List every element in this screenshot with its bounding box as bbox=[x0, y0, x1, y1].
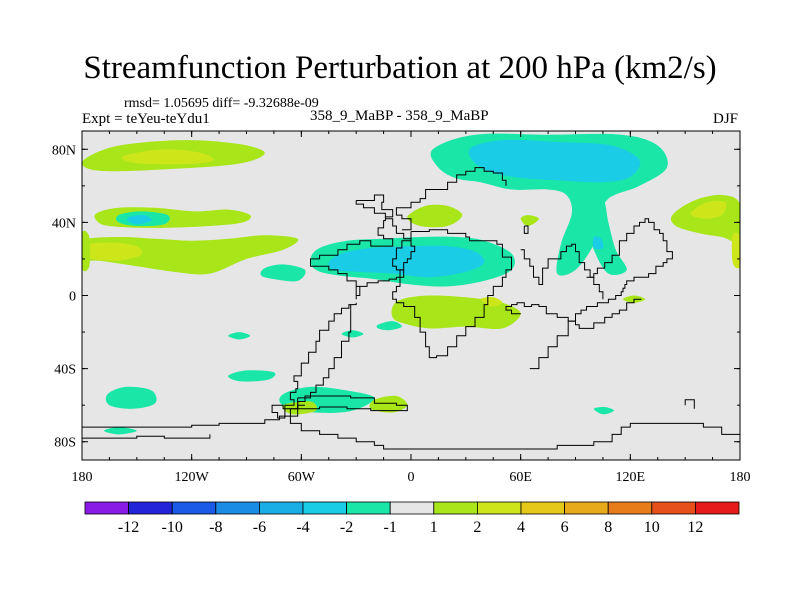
colorbar-swatch bbox=[171, 501, 217, 515]
colorbar-label: -8 bbox=[209, 519, 222, 536]
coastline-maritime-continent bbox=[505, 298, 642, 329]
colorbar-label: 12 bbox=[687, 519, 703, 536]
x-axis: 180 120W 60W 0 60E 120E 180 bbox=[72, 131, 751, 485]
contour-region-30 bbox=[520, 215, 539, 226]
coastline-antarctica-peninsula bbox=[297, 395, 408, 412]
coastline-antarctica-ross bbox=[82, 434, 211, 439]
colorbar-label: 10 bbox=[644, 519, 660, 536]
contour-region-6 bbox=[82, 242, 143, 261]
contour-region-9 bbox=[341, 330, 364, 338]
y-axis: 80N 40N 0 40S 80S bbox=[52, 143, 740, 451]
contour-region-20 bbox=[480, 297, 503, 307]
colorbar-swatch bbox=[607, 501, 653, 515]
contour-region-32 bbox=[328, 245, 485, 278]
x-tick-label: 60W bbox=[288, 470, 316, 485]
y-tick-label: 80N bbox=[52, 143, 76, 158]
colorbar-label: -12 bbox=[118, 519, 139, 536]
coastline-antarctica bbox=[82, 404, 740, 450]
contour-region-1 bbox=[122, 149, 214, 165]
chart-title: Streamfunction Perturbation at 200 hPa (… bbox=[83, 50, 717, 86]
land-outlines bbox=[82, 167, 740, 450]
colorbar-label: 2 bbox=[473, 519, 481, 536]
experiment-label: Expt = teYeu-teYdu1 bbox=[82, 111, 210, 127]
y-tick-label: 40N bbox=[52, 216, 76, 231]
rmsd-diff-stats: rmsd= 1.05695 diff= -9.32688e-09 bbox=[124, 96, 319, 111]
coastline-asia-south bbox=[520, 243, 604, 300]
x-tick-label: 120E bbox=[616, 470, 646, 485]
contour-region-11 bbox=[228, 370, 276, 382]
colorbar-label: 8 bbox=[604, 519, 612, 536]
contour-region-5 bbox=[82, 235, 299, 275]
contour-region-7 bbox=[260, 264, 306, 282]
colorbar-label: -10 bbox=[162, 519, 183, 536]
case-comparison-label: 358_9_MaBP - 358_9_MaBP bbox=[310, 108, 489, 124]
coastline-eurasia-north bbox=[395, 167, 507, 231]
x-tick-label: 0 bbox=[408, 470, 415, 485]
coastline-australia bbox=[529, 218, 673, 370]
colorbar-swatch bbox=[302, 501, 347, 515]
colorbar-swatch bbox=[346, 501, 391, 515]
colorbar-label: 1 bbox=[430, 519, 438, 536]
colorbar-swatch bbox=[433, 501, 478, 515]
contour-region-8 bbox=[228, 332, 251, 340]
coastline-africa bbox=[392, 229, 512, 359]
contour-region-12 bbox=[105, 386, 157, 409]
season-label: DJF bbox=[712, 111, 738, 127]
colorbar-label: -2 bbox=[340, 519, 353, 536]
coastline-south-america bbox=[271, 302, 357, 419]
y-tick-label: 80S bbox=[54, 436, 76, 451]
contour-region-28 bbox=[468, 139, 641, 183]
y-tick-label: 40S bbox=[54, 363, 76, 378]
colorbar-swatch bbox=[520, 501, 565, 515]
contour-regions bbox=[82, 133, 740, 435]
colorbar-swatch bbox=[215, 501, 260, 515]
colorbar-swatch bbox=[651, 501, 696, 515]
colorbar-swatch bbox=[128, 501, 173, 515]
x-tick-label: 60E bbox=[509, 470, 532, 485]
coastline-caspian bbox=[523, 225, 529, 234]
colorbar-swatch bbox=[258, 501, 304, 515]
colorbar-label: -4 bbox=[296, 519, 309, 536]
colorbar-swatch bbox=[695, 501, 740, 515]
contour-region-29 bbox=[592, 236, 604, 250]
contour-region-23 bbox=[690, 200, 727, 219]
colorbar-swatch bbox=[564, 501, 609, 515]
colorbar-swatch bbox=[389, 501, 435, 515]
colorbar-label: 4 bbox=[517, 519, 525, 536]
contour-region-25 bbox=[82, 230, 91, 272]
colorbar-label: -1 bbox=[384, 519, 397, 536]
contour-region-4 bbox=[127, 214, 152, 225]
colorbar-swatch bbox=[84, 501, 129, 515]
contour-region-14 bbox=[369, 395, 408, 413]
contour-region-18 bbox=[407, 204, 463, 228]
y-tick-label: 0 bbox=[69, 290, 76, 305]
x-tick-label: 180 bbox=[72, 470, 93, 485]
x-tick-label: 180 bbox=[730, 470, 751, 485]
colorbar: -12 -10 -8 -6 -4 -2 -1 1 2 4 6 8 10 12 bbox=[84, 501, 740, 536]
x-tick-label: 120W bbox=[175, 470, 210, 485]
contour-region-17 bbox=[593, 406, 614, 415]
contour-region-10 bbox=[376, 321, 402, 331]
coastline-new-zealand bbox=[684, 399, 695, 409]
contour-region-16 bbox=[103, 427, 137, 435]
colorbar-swatch bbox=[476, 501, 522, 515]
contour-region-15 bbox=[282, 401, 318, 415]
colorbar-label: -6 bbox=[253, 519, 266, 536]
colorbar-label: 6 bbox=[561, 519, 569, 536]
